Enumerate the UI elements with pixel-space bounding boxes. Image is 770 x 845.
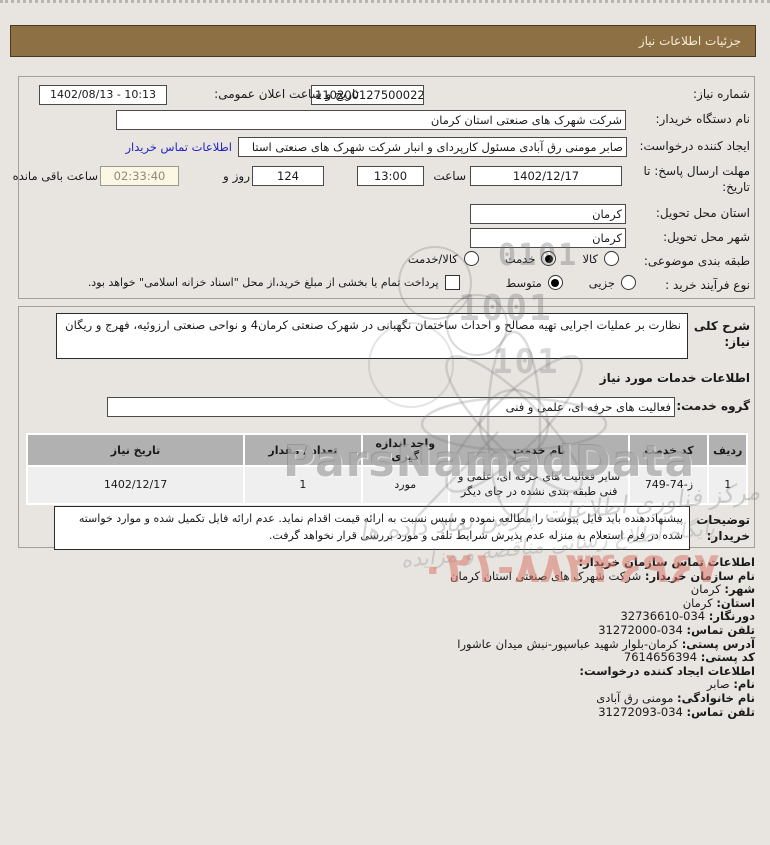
subject-category-label: طبقه بندی موضوعی: (643, 254, 750, 268)
deadline-date-field[interactable]: 1402/12/17 (470, 166, 622, 186)
org-province-line: استان: کرمان (682, 595, 755, 610)
col-service-name: نام خدمت (449, 435, 629, 465)
buyer-org-field[interactable]: شرکت شهرک های صنعتی استان کرمان (116, 110, 626, 130)
radio-medium-label: متوسط (505, 275, 542, 290)
radio-service-label: خدمت (504, 251, 536, 266)
days-and-label: روز و (223, 169, 250, 183)
creator-phone-line: تلفن تماس: 31272093-034 (598, 704, 755, 719)
delivery-province-field[interactable]: کرمان (470, 204, 626, 224)
page-title: جزئیات اطلاعات نیاز (638, 34, 741, 48)
org-phone-line: تلفن تماس: 31272000-034 (598, 622, 755, 637)
radio-medium[interactable] (547, 275, 563, 290)
radio-goods[interactable] (604, 251, 619, 266)
request-creator-field[interactable]: صابر مومنی رق آبادی مسئول کارپردای و انب… (238, 137, 627, 157)
general-description-label: شرح کلی نیاز: (693, 319, 750, 349)
need-number-field[interactable]: 1102001275000228 (311, 85, 424, 105)
cell-row-number: 1 (709, 467, 746, 503)
top-dotted-border (0, 0, 770, 3)
col-unit: واحد اندازه گیری (362, 435, 448, 465)
buyer-contact-link[interactable]: اطلاعات تماس خریدار (125, 140, 232, 154)
deadline-label: مهلت ارسال پاسخ: تا تاریخ: (643, 164, 750, 194)
announce-datetime-label: تاریخ و ساعت اعلان عمومی: (214, 87, 359, 101)
request-creator-label: ایجاد کننده درخواست: (639, 139, 750, 153)
radio-goods-label: کالا (582, 251, 598, 266)
hours-remaining-label: ساعت باقی مانده (12, 169, 98, 183)
deadline-hour-label: ساعت (433, 169, 466, 183)
creator-first-name-line: نام: صابر (706, 677, 755, 692)
radio-goods-service-label: کالا/خدمت (407, 251, 458, 266)
cell-service-name: سایر فعالیت های حرفه ای، علمی و فنی طبقه… (449, 467, 629, 503)
org-address-line: آدرس پستی: کرمان-بلوار شهید عباسپور-نبش … (457, 636, 755, 651)
buyer-notes-textarea[interactable]: پیشنهاددهنده باید فایل پیوست را مطالعه ن… (54, 506, 690, 550)
delivery-city-label: شهر محل تحویل: (663, 230, 750, 244)
need-number-label: شماره نیاز: (693, 87, 750, 101)
page-title-bar: جزئیات اطلاعات نیاز (10, 25, 756, 57)
buyer-contact-block: اطلاعات تماس سازمان خریدار: نام سازمان خ… (13, 555, 755, 719)
services-section-title: اطلاعات خدمات مورد نیاز (599, 371, 750, 385)
radio-service[interactable] (541, 251, 557, 266)
cell-need-date: 1402/12/17 (28, 467, 244, 503)
services-table-row: 1 749-74-ز سایر فعالیت های حرفه ای، علمی… (28, 467, 746, 503)
countdown-timer-field: 02:33:40 (100, 166, 179, 186)
org-fax-line: دورنگار: 32736610-034 (620, 609, 755, 624)
treasury-payment-label: پرداخت تمام یا بخشی از مبلغ خرید،از محل … (87, 276, 439, 289)
cell-unit: مورد (362, 467, 448, 503)
buyer-org-label: نام دستگاه خریدار: (655, 112, 751, 126)
col-row-number: ردیف (709, 435, 746, 465)
cell-service-code: 749-74-ز (630, 467, 708, 503)
creator-last-name-line: نام خانوادگی: مومنی رق آبادی (596, 690, 755, 705)
org-contact-title: اطلاعات تماس سازمان خریدار: (578, 555, 755, 569)
delivery-province-label: استان محل تحویل: (655, 206, 750, 220)
purchase-process-label: نوع فرآیند خرید : (665, 278, 750, 292)
radio-goods-service[interactable] (463, 251, 479, 266)
services-table-header-row: ردیف کد خدمت نام خدمت واحد اندازه گیری ت… (28, 435, 746, 465)
announce-datetime-field[interactable]: 1402/08/13 - 10:13 (39, 85, 167, 105)
deadline-time-field[interactable]: 13:00 (357, 166, 424, 186)
remaining-days-field[interactable]: 124 (252, 166, 324, 186)
org-city-line: شهر: کرمان (690, 582, 755, 597)
services-table: ردیف کد خدمت نام خدمت واحد اندازه گیری ت… (26, 433, 748, 505)
radio-minor[interactable] (621, 275, 636, 290)
org-postal-code-line: کد پستی: 7614656394 (623, 650, 755, 665)
services-panel: شرح کلی نیاز: نظارت بر عملیات اجرایی تهی… (18, 306, 755, 550)
col-need-date: تاریخ نیاز (28, 435, 244, 465)
radio-minor-label: جزیی (588, 275, 615, 290)
treasury-payment-checkbox[interactable] (444, 275, 460, 290)
buyer-notes-label: توضیحات خریدار: (696, 513, 750, 543)
creator-contact-title: اطلاعات ایجاد کننده درخواست: (579, 663, 755, 678)
general-description-textarea[interactable]: نظارت بر عملیات اجرایی تهیه مصالح و احدا… (56, 313, 688, 359)
col-service-code: کد خدمت (630, 435, 708, 465)
service-group-label: گروه خدمت: (676, 399, 750, 413)
purchase-process-options: جزیی متوسط پرداخت تمام یا بخشی از مبلغ خ… (88, 275, 636, 290)
col-quantity: تعداد / مقدار (245, 435, 361, 465)
general-info-panel: شماره نیاز: 1102001275000228 تاریخ و ساع… (13, 76, 755, 299)
subject-category-options: کالا خدمت کالا/خدمت (408, 251, 619, 266)
cell-quantity: 1 (245, 467, 361, 503)
service-group-field[interactable]: فعالیت های حرفه ای، علمی و فنی (107, 397, 675, 417)
org-name-line: نام سازمان خریدار: شرکت شهرک های صنعتی ا… (450, 568, 755, 583)
delivery-city-field[interactable]: کرمان (470, 228, 626, 248)
